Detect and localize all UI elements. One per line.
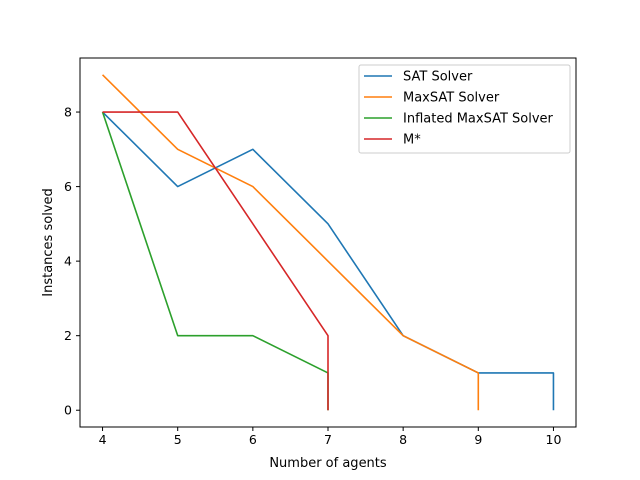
y-axis-label: Instances solved xyxy=(41,188,56,296)
series-line-2 xyxy=(101,74,480,411)
x-axis-label: Number of agents xyxy=(269,456,387,471)
x-tick-label: 8 xyxy=(399,432,407,447)
y-tick-label: 4 xyxy=(64,254,72,269)
y-tick-label: 8 xyxy=(64,105,72,120)
legend-label: M* xyxy=(403,133,421,148)
legend-label: MaxSAT Solver xyxy=(403,91,500,106)
x-axis: 4 5 6 7 8 9 10 xyxy=(99,427,562,447)
x-tick-label: 6 xyxy=(249,432,257,447)
x-tick-label: 10 xyxy=(546,432,562,447)
series-layer xyxy=(101,74,555,411)
x-tick-label: 4 xyxy=(99,432,107,447)
x-tick-label: 5 xyxy=(174,432,182,447)
y-tick-label: 2 xyxy=(64,328,72,343)
legend-label: Inflated MaxSAT Solver xyxy=(403,112,554,127)
series-line-1 xyxy=(101,111,555,411)
legend: SAT Solver MaxSAT Solver Inflated MaxSAT S… xyxy=(358,64,571,154)
y-tick-label: 0 xyxy=(64,403,72,418)
series-line-4 xyxy=(102,111,329,411)
legend-box xyxy=(358,64,571,154)
legend-label: SAT Solver xyxy=(403,70,473,85)
x-tick-label: 9 xyxy=(474,432,482,447)
y-tick-label: 6 xyxy=(64,179,72,194)
y-axis: 0 2 4 6 8 xyxy=(64,105,80,418)
x-tick-label: 7 xyxy=(324,432,332,447)
